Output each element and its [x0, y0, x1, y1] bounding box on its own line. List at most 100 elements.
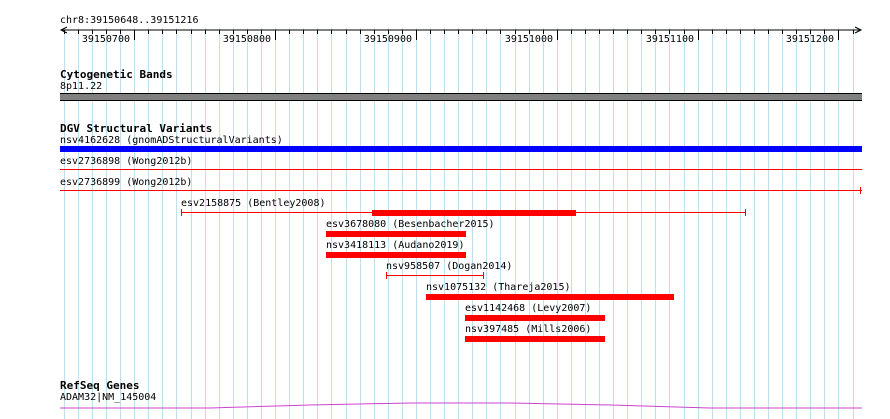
- ruler-tick-label: 39150800: [222, 34, 271, 45]
- refseq-gene-label: ADAM32|NM_145004: [60, 392, 157, 403]
- grid-line: [64, 28, 65, 419]
- ruler-ticks: [64, 30, 854, 40]
- grid-line: [543, 28, 544, 419]
- grid-line: [529, 28, 530, 419]
- ruler-tick-label: 39151000: [504, 34, 553, 45]
- grid-line: [627, 28, 628, 419]
- grid-line: [853, 28, 854, 419]
- grid-line: [416, 28, 417, 419]
- grid-line: [289, 28, 290, 419]
- grid-line: [768, 28, 769, 419]
- feature-label-esv2736898: esv2736898 (Wong2012b): [60, 156, 193, 167]
- ruler-right-arrow-icon: [854, 26, 863, 34]
- ruler-tick-label: 39151100: [645, 34, 694, 45]
- grid-line: [571, 28, 572, 419]
- feature-esv2158875-block[interactable]: [372, 210, 576, 216]
- grid-line: [557, 28, 558, 419]
- feature-label-nsv958507: nsv958507 (Dogan2014): [386, 261, 513, 272]
- grid-line: [458, 28, 459, 419]
- grid-line: [402, 28, 403, 419]
- grid-line: [754, 28, 755, 419]
- grid-line: [346, 28, 347, 419]
- grid-line: [726, 28, 727, 419]
- grid-line: [740, 28, 741, 419]
- grid-line: [698, 28, 699, 419]
- grid-line: [275, 28, 276, 419]
- cytoband-bar[interactable]: [60, 93, 862, 101]
- grid-line: [515, 28, 516, 419]
- grid-line: [444, 28, 445, 419]
- feature-esv2736898[interactable]: [60, 169, 862, 170]
- grid-line: [176, 28, 177, 419]
- grid-line: [500, 28, 501, 419]
- grid-line: [331, 28, 332, 419]
- ruler-tick-label: 39150700: [81, 34, 130, 45]
- feature-nsv1075132[interactable]: [426, 294, 674, 300]
- feature-label-esv2158875: esv2158875 (Bentley2008): [181, 198, 326, 209]
- grid-line: [641, 28, 642, 419]
- cytoband-track-title: Cytogenetic Bands: [60, 68, 173, 81]
- grid-line: [599, 28, 600, 419]
- feature-esv2158875-start-tick: [181, 209, 182, 216]
- grid-line: [92, 28, 93, 419]
- feature-esv2158875-end-tick: [745, 209, 746, 216]
- cytoband-label: 8p11.22: [60, 81, 103, 92]
- grid-line: [655, 28, 656, 419]
- grid-line: [669, 28, 670, 419]
- grid-line: [191, 28, 192, 419]
- feature-nsv958507-end-tick: [483, 272, 484, 279]
- grid-line: [78, 28, 79, 419]
- grid-line: [162, 28, 163, 419]
- grid-line: [233, 28, 234, 419]
- feature-esv1142468[interactable]: [465, 315, 605, 321]
- feature-esv2736899[interactable]: [60, 190, 862, 191]
- grid-line: [486, 28, 487, 419]
- grid-line: [810, 28, 811, 419]
- feature-label-esv1142468: esv1142468 (Levy2007): [465, 303, 592, 314]
- feature-label-nsv3418113: nsv3418113 (Audano2019): [326, 240, 465, 251]
- feature-nsv397485[interactable]: [465, 336, 605, 342]
- grid-line: [303, 28, 304, 419]
- feature-label-nsv4162628: nsv4162628 (gnomADStructuralVariants): [60, 135, 283, 146]
- grid-line: [317, 28, 318, 419]
- grid-line: [472, 28, 473, 419]
- ruler-tick-label: 39150900: [363, 34, 412, 45]
- grid-line: [388, 28, 389, 419]
- grid-line: [148, 28, 149, 419]
- grid-line: [430, 28, 431, 419]
- grid-line: [247, 28, 248, 419]
- grid-line: [360, 28, 361, 419]
- feature-nsv4162628[interactable]: [60, 146, 862, 152]
- grid-line: [782, 28, 783, 419]
- ruler[interactable]: [0, 0, 890, 50]
- feature-label-nsv397485: nsv397485 (Mills2006): [465, 324, 592, 335]
- refseq-gene-feature[interactable]: [0, 398, 890, 419]
- grid-line: [796, 28, 797, 419]
- feature-nsv3418113[interactable]: [326, 252, 466, 258]
- grid-line: [261, 28, 262, 419]
- grid-line: [613, 28, 614, 419]
- grid-line: [374, 28, 375, 419]
- feature-esv3678080[interactable]: [326, 231, 466, 237]
- grid-line: [824, 28, 825, 419]
- feature-label-esv2736899: esv2736899 (Wong2012b): [60, 177, 193, 188]
- grid-line: [585, 28, 586, 419]
- feature-esv2736899-end-tick: [860, 187, 861, 194]
- feature-nsv958507[interactable]: [386, 275, 484, 276]
- feature-label-esv3678080: esv3678080 (Besenbacher2015): [326, 219, 495, 230]
- grid-line: [684, 28, 685, 419]
- ruler-tick-label: 39151200: [785, 34, 834, 45]
- grid-line: [106, 28, 107, 419]
- grid-line: [205, 28, 206, 419]
- grid-line: [120, 28, 121, 419]
- feature-label-nsv1075132: nsv1075132 (Thareja2015): [426, 282, 571, 293]
- dgv-track-title: DGV Structural Variants: [60, 122, 213, 135]
- grid-line: [712, 28, 713, 419]
- refseq-track-title: RefSeq Genes: [60, 379, 140, 392]
- grid-line: [838, 28, 839, 419]
- ruler-range-label: chr8:39150648..39151216: [60, 15, 199, 26]
- feature-nsv958507-start-tick: [386, 272, 387, 279]
- grid-line: [219, 28, 220, 419]
- grid-line: [134, 28, 135, 419]
